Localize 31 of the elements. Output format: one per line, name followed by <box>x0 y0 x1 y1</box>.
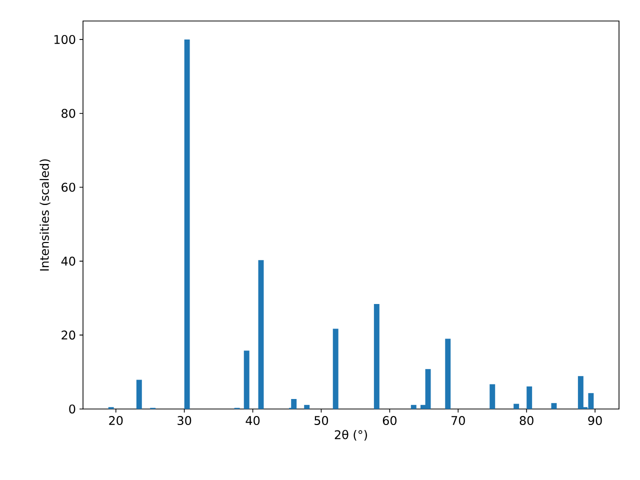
x-tick-label: 80 <box>520 416 534 426</box>
bar <box>304 404 310 409</box>
bar <box>258 260 264 409</box>
x-tick-label: 30 <box>178 416 192 426</box>
bar <box>551 403 557 409</box>
bar <box>332 328 338 409</box>
y-axis-title: Intensities (scaled) <box>40 159 50 271</box>
x-axis-title: 2θ (°) <box>334 430 367 441</box>
x-tick-label: 20 <box>109 416 123 426</box>
y-tick-label: 100 <box>54 34 76 44</box>
bar <box>526 386 532 409</box>
bar <box>136 380 142 409</box>
y-tick-label: 40 <box>61 256 76 266</box>
bar <box>490 384 496 409</box>
y-tick-label: 0 <box>69 404 76 414</box>
x-tick-label: 60 <box>382 416 396 426</box>
x-tick-label: 50 <box>314 416 328 426</box>
x-tick-label: 70 <box>452 416 465 426</box>
bar <box>410 404 416 409</box>
bar <box>374 304 380 409</box>
x-tick-label: 90 <box>588 416 602 426</box>
bar <box>291 399 297 409</box>
bar <box>514 404 520 409</box>
x-tick-label: 40 <box>246 416 260 426</box>
bar <box>184 39 190 409</box>
y-tick-label: 80 <box>62 108 76 118</box>
y-tick-label: 20 <box>62 330 76 340</box>
bar <box>445 338 451 409</box>
y-tick-label: 60 <box>62 182 76 192</box>
bar <box>578 376 584 409</box>
bar <box>244 350 250 409</box>
